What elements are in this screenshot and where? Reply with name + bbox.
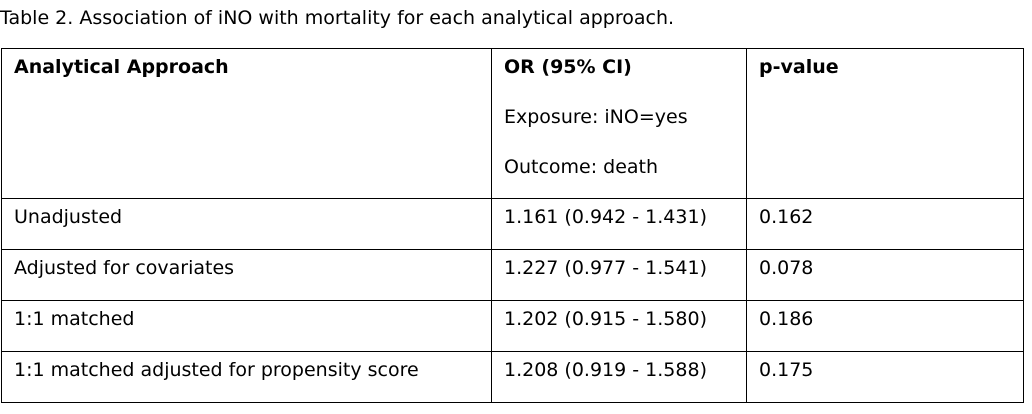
table-caption: Table 2. Association of iNO with mortali… — [0, 7, 675, 29]
header-cell-or: OR (95% CI) Exposure: iNO=yes Outcome: d… — [491, 48, 747, 199]
cell-pvalue: 0.175 — [746, 351, 1024, 403]
header-or-label: OR (95% CI) — [504, 56, 632, 78]
header-approach-label: Analytical Approach — [14, 56, 229, 78]
cell-approach: 1:1 matched — [1, 300, 492, 352]
cell-or: 1.208 (0.919 - 1.588) — [491, 351, 747, 403]
header-exposure-note: Exposure: iNO=yes — [504, 106, 688, 128]
cell-pvalue: 0.078 — [746, 249, 1024, 301]
results-table: Analytical Approach OR (95% CI) Exposure… — [1, 48, 1024, 403]
cell-pvalue: 0.186 — [746, 300, 1024, 352]
cell-or: 1.202 (0.915 - 1.580) — [491, 300, 747, 352]
table-row: Adjusted for covariates 1.227 (0.977 - 1… — [1, 249, 1024, 301]
cell-or: 1.161 (0.942 - 1.431) — [491, 198, 747, 250]
cell-approach: 1:1 matched adjusted for propensity scor… — [1, 351, 492, 403]
header-cell-pvalue: p-value — [746, 48, 1024, 199]
table-row: 1:1 matched adjusted for propensity scor… — [1, 351, 1024, 403]
header-cell-approach: Analytical Approach — [1, 48, 492, 199]
cell-approach: Unadjusted — [1, 198, 492, 250]
table-row: Unadjusted 1.161 (0.942 - 1.431) 0.162 — [1, 198, 1024, 250]
table-row: 1:1 matched 1.202 (0.915 - 1.580) 0.186 — [1, 300, 1024, 352]
cell-approach: Adjusted for covariates — [1, 249, 492, 301]
header-outcome-note: Outcome: death — [504, 156, 659, 178]
cell-or: 1.227 (0.977 - 1.541) — [491, 249, 747, 301]
table-header-row: Analytical Approach OR (95% CI) Exposure… — [1, 48, 1024, 199]
cell-pvalue: 0.162 — [746, 198, 1024, 250]
header-pvalue-label: p-value — [759, 56, 839, 78]
